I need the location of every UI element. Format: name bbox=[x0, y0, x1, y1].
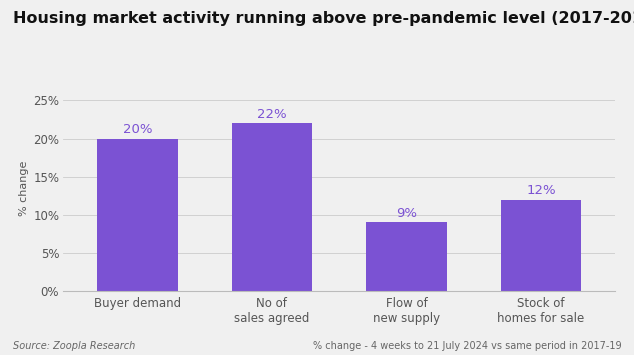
Text: 22%: 22% bbox=[257, 108, 287, 121]
Bar bbox=[231, 123, 313, 291]
Text: Housing market activity running above pre-pandemic level (2017-2019): Housing market activity running above pr… bbox=[13, 11, 634, 26]
Y-axis label: % change: % change bbox=[19, 160, 29, 216]
Text: Source: Zoopla Research: Source: Zoopla Research bbox=[13, 342, 135, 351]
Bar bbox=[501, 200, 581, 291]
Text: % change - 4 weeks to 21 July 2024 vs same period in 2017-19: % change - 4 weeks to 21 July 2024 vs sa… bbox=[313, 342, 621, 351]
Bar bbox=[366, 223, 447, 291]
Bar bbox=[97, 138, 178, 291]
Text: 20%: 20% bbox=[122, 123, 152, 136]
Text: 9%: 9% bbox=[396, 207, 417, 220]
Text: 12%: 12% bbox=[526, 184, 556, 197]
